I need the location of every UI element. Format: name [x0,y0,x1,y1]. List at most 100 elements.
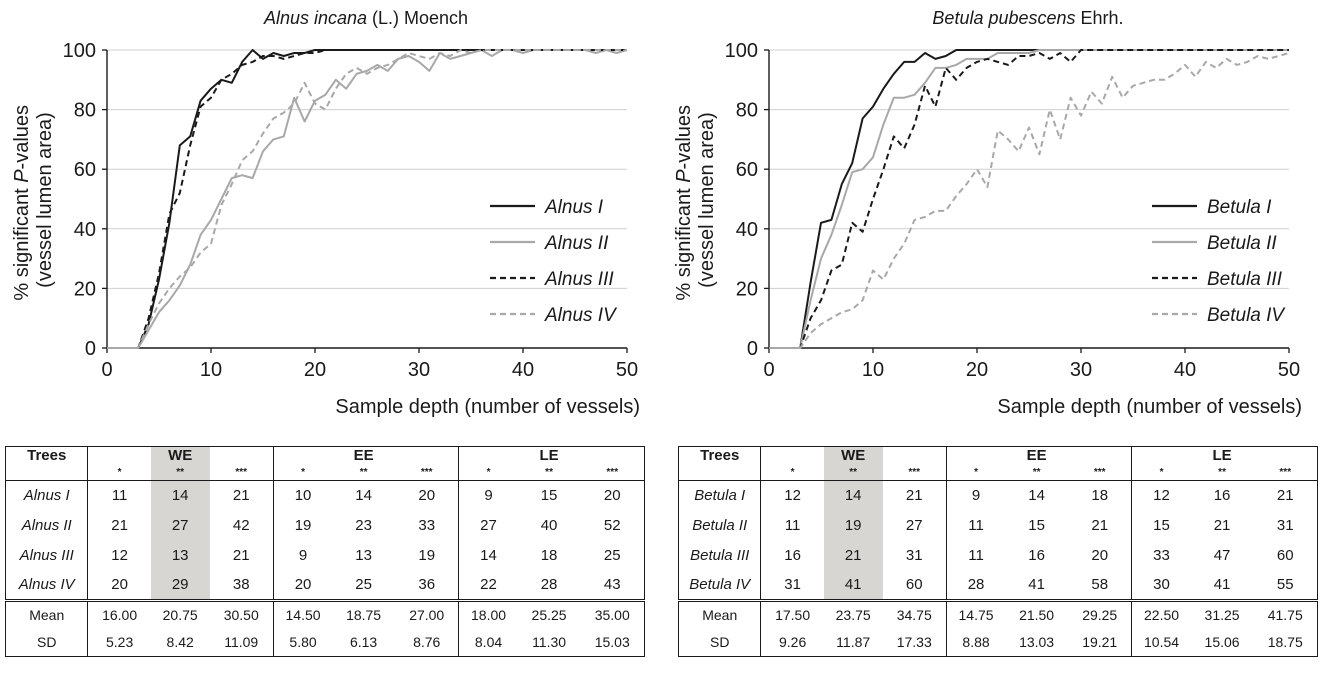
significance-level: ** [1005,464,1069,481]
stat-cell: 16.00 [87,600,151,629]
table-cell: 25 [603,547,621,564]
table-cell: 21 [1213,517,1231,534]
table-cell: 19 [272,510,333,541]
stat-cell: 19.21 [1082,634,1118,651]
group-header [581,447,645,465]
table-cell: 36 [395,570,459,602]
y-axis-label: % significant P-values (vessel lumen are… [11,99,56,300]
table-cell: 33 [418,517,436,534]
table-row: Alnus I 11 14 21 10 14 20 9 15 20 [6,480,645,511]
y-tick-label: 0 [85,338,96,360]
stat-cell: 18.75 [346,607,382,624]
stat-cell: 5.80 [272,628,333,657]
significance-level: *** [882,464,947,481]
stat-cell: 22.50 [1131,600,1191,629]
table-cell: 10 [272,480,333,511]
chart-title-species: Alnus incana [263,8,367,28]
table-betula: Trees WE EE LE * ** *** * ** *** * ** *** Betula I 12 1… [678,446,1318,657]
table-cell: 22 [458,570,518,602]
table-row: Betula III 16 21 31 11 16 20 33 47 60 [679,540,1318,571]
y-tick-label: 100 [63,40,96,62]
legend-label: Alnus III [544,269,614,290]
x-tick-label: 10 [862,359,884,381]
stat-cell: 8.76 [413,634,441,651]
table-cell: 28 [517,570,581,602]
table-cell: 18 [540,547,558,564]
group-header [272,446,333,465]
stats-row: SD 5.23 8.42 11.09 5.80 6.13 8.76 8.04 11.30 15.0… [6,628,645,657]
y-tick-label: 60 [74,159,96,181]
stat-cell: 6.13 [349,634,378,651]
significance-level: *** [209,464,274,481]
table-cell: 27 [458,510,518,541]
x-tick-label: 50 [1278,359,1300,381]
table-cell: 16 [1213,487,1231,505]
table-cell: 47 [1213,547,1231,564]
table-cell: 23 [355,517,372,534]
tick-labels: 0 20 40 60 80 100 0 10 20 30 40 50 [725,40,1301,381]
table-cell: 38 [209,570,274,602]
group-header: WE [823,446,883,465]
stat-cell: 11.09 [224,634,259,651]
stat-label: Mean [702,607,738,624]
stat-cell: 34.75 [896,607,932,624]
significance-level: ** [150,464,210,481]
stat-label: Mean [29,607,65,624]
stat-cell: 5.23 [87,628,151,657]
table-row: Betula II 11 19 27 11 15 21 15 21 31 [679,510,1318,541]
table-cell: 14 [823,480,883,511]
tree-name: Alnus I [23,487,70,505]
table-cell: 11 [945,510,1006,541]
group-header: WE [150,446,210,465]
stat-label: SD [709,634,730,651]
significance-level: ** [1190,464,1254,481]
stats-row: Mean 16.00 20.75 30.50 14.50 18.75 27.00 18.00 2… [6,600,645,629]
table-cell: 21 [1276,487,1294,505]
table-cell: 43 [580,570,645,602]
chart-title: Betula pubescens Ehrh. [932,8,1123,28]
stat-cell: 35.00 [594,607,630,624]
group-header [1254,447,1318,465]
x-axis-label: Sample depth (number of vessels) [997,396,1302,418]
tree-name: Alnus II [21,517,72,534]
table-row: Alnus II 21 27 42 19 23 33 27 40 52 [6,510,645,541]
legend-label: Alnus II [544,233,609,254]
table-cell: 60 [882,570,947,602]
table-cell: 14 [355,487,372,505]
legend: Betula I Betula II Betula III Betula IV [1152,197,1286,326]
significance-level: *** [1253,464,1318,481]
table-cell: 20 [603,487,621,505]
stat-cell: 10.54 [1131,628,1191,657]
y-tick-label: 80 [736,100,758,122]
table-cell: 30 [1131,570,1191,602]
table-cell: 15 [1028,517,1045,534]
table-cell: 58 [1068,570,1132,602]
group-header [210,447,274,465]
table-cell: 42 [232,517,250,534]
series-line-alnus-iv [107,49,627,349]
group-header: LE [1212,447,1232,465]
table-cell: 31 [760,570,824,602]
y-axis-label-line1: % significant P-values [11,105,33,301]
x-tick-label: 20 [304,359,326,381]
y-axis-label-line2: (vessel lumen area) [696,112,718,288]
table-cell: 14 [1028,487,1045,505]
tree-name: Betula II [692,517,748,534]
significance-level: ** [823,464,883,481]
trees-header-spacer [5,464,88,481]
table-cell: 21 [823,540,883,571]
legend-label: Betula III [1207,269,1283,290]
table-cell: 29 [150,570,210,602]
group-header: EE [1026,447,1047,465]
stat-cell: 13.03 [1019,634,1055,651]
legend-label: Alnus IV [544,305,618,326]
table-row: Betula I 12 14 21 9 14 18 12 16 21 [679,480,1318,511]
y-tick-label: 40 [74,219,96,241]
x-tick-label: 0 [763,359,774,381]
y-tick-label: 60 [736,159,758,181]
table-row: Alnus III 12 13 21 9 13 19 14 18 25 [6,540,645,571]
y-axis-label-line1: % significant P-values [673,105,695,301]
table-cell: 19 [418,547,436,564]
series-lines [769,49,1290,349]
table-cell: 14 [150,480,210,511]
